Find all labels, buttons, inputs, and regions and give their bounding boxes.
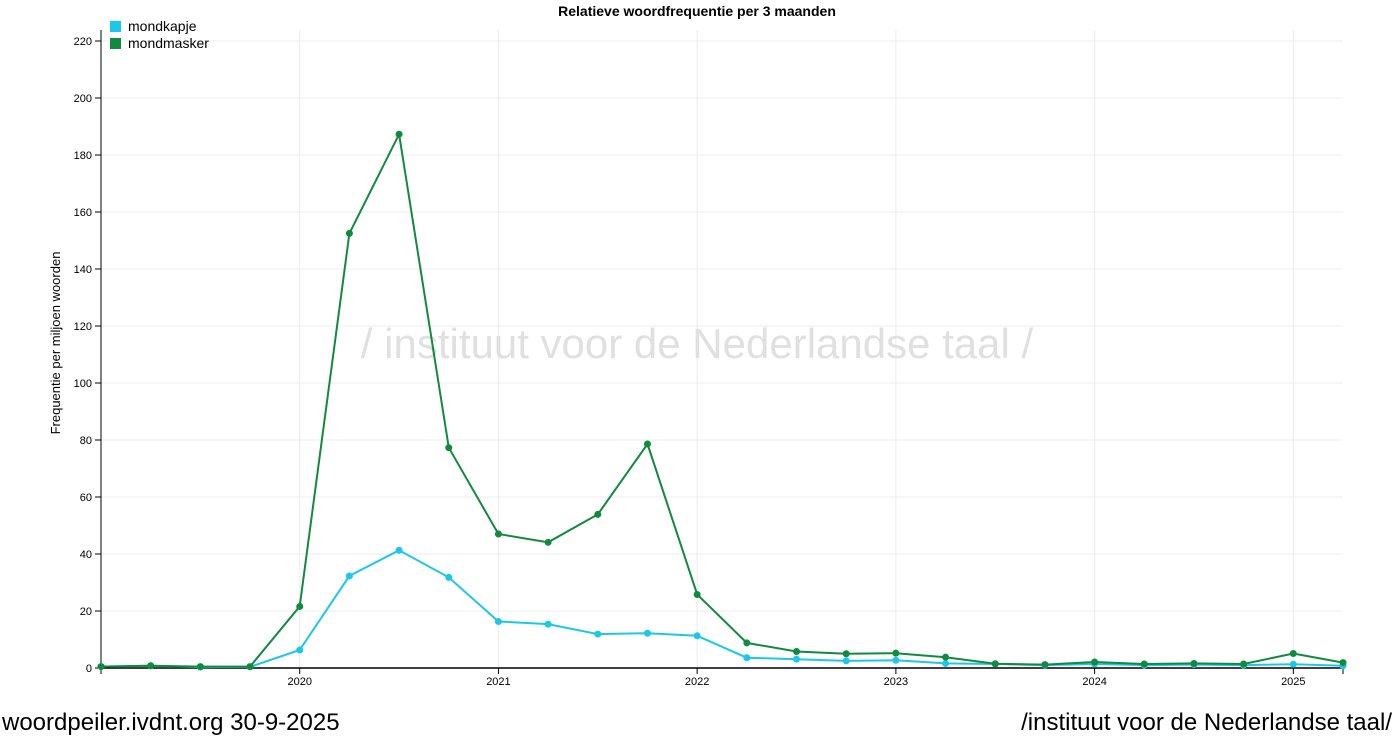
data-point-mondmasker [196,663,204,671]
footer-institute: /instituut voor de Nederlandse taal/ [1021,709,1392,736]
data-point-mondmasker [296,602,304,610]
data-point-mondkapje [892,656,900,664]
data-point-mondmasker [345,229,353,237]
data-point-mondmasker [445,444,453,452]
line-chart: Relatieve woordfrequentie per 3 maanden … [48,3,1347,688]
data-point-mondkapje [793,655,801,663]
data-point-mondmasker [594,510,602,518]
data-point-mondmasker [147,662,155,670]
data-point-mondkapje [345,572,353,580]
data-point-mondkapje [494,618,502,626]
y-tick-label: 60 [80,492,92,504]
x-tick-label: 2023 [884,676,908,688]
data-point-mondkapje [544,620,552,628]
y-tick-label: 160 [74,207,92,219]
y-tick-label: 0 [86,663,92,675]
data-point-mondmasker [1240,660,1248,668]
data-point-mondmasker [643,440,651,448]
y-tick-label: 120 [74,321,92,333]
x-tick-label: 2020 [287,676,311,688]
data-point-mondmasker [97,663,105,671]
x-tick-label: 2022 [685,676,709,688]
y-tick-label: 100 [74,378,92,390]
series-line-mondmasker [100,130,1344,668]
x-tick-label: 2021 [486,676,510,688]
y-tick-label: 140 [74,264,92,276]
data-point-mondmasker [246,663,254,671]
data-point-mondmasker [942,653,950,661]
data-point-mondmasker [743,639,751,647]
data-point-mondmasker [1140,660,1148,668]
data-point-mondkapje [693,632,701,640]
data-point-mondkapje [842,657,850,665]
data-point-mondkapje [942,659,950,667]
x-tick-label: 2024 [1082,676,1106,688]
data-point-mondmasker [693,590,701,598]
chart-title: Relatieve woordfrequentie per 3 maanden [558,3,836,19]
y-tick-label: 220 [74,36,92,48]
legend-label-mondmasker: mondmasker [128,35,209,51]
data-point-mondmasker [991,660,999,668]
y-tick-label: 180 [74,150,92,162]
data-point-mondkapje [445,573,453,581]
legend-swatch-mondmasker [110,38,121,49]
data-point-mondmasker [793,647,801,655]
data-point-mondmasker [1041,661,1049,669]
x-tick-label: 2025 [1281,676,1305,688]
y-tick-label: 200 [74,93,92,105]
watermark-text: / instituut voor de Nederlandse taal / [361,320,1034,367]
data-point-mondkapje [743,654,751,662]
y-tick-label: 40 [80,549,92,561]
legend-label-mondkapje: mondkapje [128,18,197,34]
data-point-mondmasker [494,530,502,538]
series-group [97,130,1347,671]
grid [101,30,1343,668]
data-point-mondmasker [842,650,850,658]
legend-swatch-mondkapje [110,21,121,32]
y-tick-label: 80 [80,435,92,447]
y-axis-label: Frequentie per miljoen woorden [48,252,63,435]
data-point-mondmasker [1190,659,1198,667]
series-line-mondkapje [100,549,1344,669]
data-point-mondmasker [1091,658,1099,666]
data-point-mondkapje [594,630,602,638]
axes: 0 20 40 60 80 100 120 140 160 180 200 220 2020 2021 20… [74,30,1344,688]
data-point-mondmasker [892,649,900,657]
data-point-mondmasker [544,538,552,546]
data-point-mondmasker [395,130,403,138]
data-point-mondmasker [1289,649,1297,657]
y-tick-label: 20 [80,606,92,618]
data-point-mondmasker [1339,659,1347,667]
data-point-mondkapje [1289,660,1297,668]
data-point-mondkapje [395,546,403,554]
footer-source: woordpeiler.ivdnt.org 30-9-2025 [2,709,340,736]
data-point-mondkapje [296,646,304,654]
data-point-mondkapje [643,629,651,637]
